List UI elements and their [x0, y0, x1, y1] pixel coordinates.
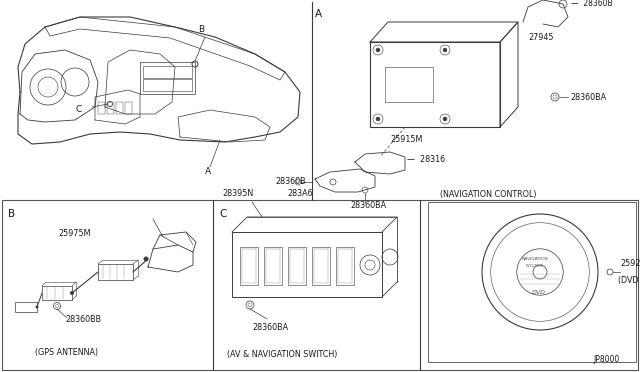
Text: 25915M: 25915M: [390, 135, 422, 144]
Circle shape: [535, 267, 545, 277]
Bar: [288, 247, 306, 285]
Text: 283A6: 283A6: [287, 189, 312, 199]
Bar: [314, 249, 328, 283]
Bar: [266, 249, 280, 283]
Text: 27945: 27945: [528, 32, 554, 42]
Text: C: C: [219, 209, 227, 219]
Text: 28360BA: 28360BA: [350, 202, 386, 211]
Bar: [385, 67, 433, 102]
Text: 28360BA: 28360BA: [252, 323, 288, 331]
Circle shape: [443, 117, 447, 121]
Text: (AV & NAVIGATION SWITCH): (AV & NAVIGATION SWITCH): [227, 350, 337, 359]
Bar: [336, 247, 354, 285]
Text: 28360BB: 28360BB: [65, 315, 101, 324]
Bar: [143, 66, 192, 78]
Text: C: C: [76, 106, 82, 115]
Text: (DVD ROM): (DVD ROM): [618, 276, 640, 285]
Text: —  28360B: — 28360B: [571, 0, 612, 9]
Text: B: B: [8, 209, 15, 219]
Text: A: A: [205, 167, 211, 176]
Text: NAVIGATION: NAVIGATION: [522, 257, 548, 261]
Circle shape: [376, 117, 380, 121]
Text: A: A: [315, 9, 322, 19]
Bar: [143, 79, 192, 91]
Bar: [2, 200, 638, 370]
Bar: [98, 264, 133, 280]
Bar: [125, 102, 132, 114]
Circle shape: [143, 257, 148, 262]
Text: (NAVIGATION CONTROL): (NAVIGATION CONTROL): [440, 189, 536, 199]
Text: DVD: DVD: [532, 290, 546, 295]
Bar: [98, 102, 105, 114]
Bar: [242, 249, 256, 283]
Text: 28360B: 28360B: [275, 177, 306, 186]
Bar: [240, 247, 258, 285]
Bar: [338, 249, 352, 283]
Bar: [428, 202, 636, 362]
Circle shape: [443, 48, 447, 52]
Text: —  28316: — 28316: [407, 155, 445, 164]
Bar: [107, 102, 114, 114]
Text: B: B: [198, 26, 204, 35]
Text: (GPS ANTENNA): (GPS ANTENNA): [35, 347, 98, 356]
Text: 25920N: 25920N: [620, 260, 640, 269]
Text: 28360BA: 28360BA: [570, 93, 606, 102]
Text: JP8000: JP8000: [594, 356, 620, 365]
Bar: [264, 247, 282, 285]
Bar: [140, 62, 195, 94]
Circle shape: [35, 305, 38, 308]
Bar: [15, 302, 37, 312]
Bar: [232, 232, 382, 297]
Circle shape: [376, 48, 380, 52]
Circle shape: [70, 291, 74, 295]
Bar: [116, 102, 123, 114]
Text: 28395N: 28395N: [222, 189, 253, 199]
Bar: [370, 42, 500, 127]
Text: 25975M: 25975M: [58, 230, 90, 238]
Bar: [450, 44, 498, 125]
Bar: [312, 247, 330, 285]
Text: ROUTER: ROUTER: [526, 264, 544, 268]
Bar: [290, 249, 304, 283]
Bar: [42, 286, 72, 300]
